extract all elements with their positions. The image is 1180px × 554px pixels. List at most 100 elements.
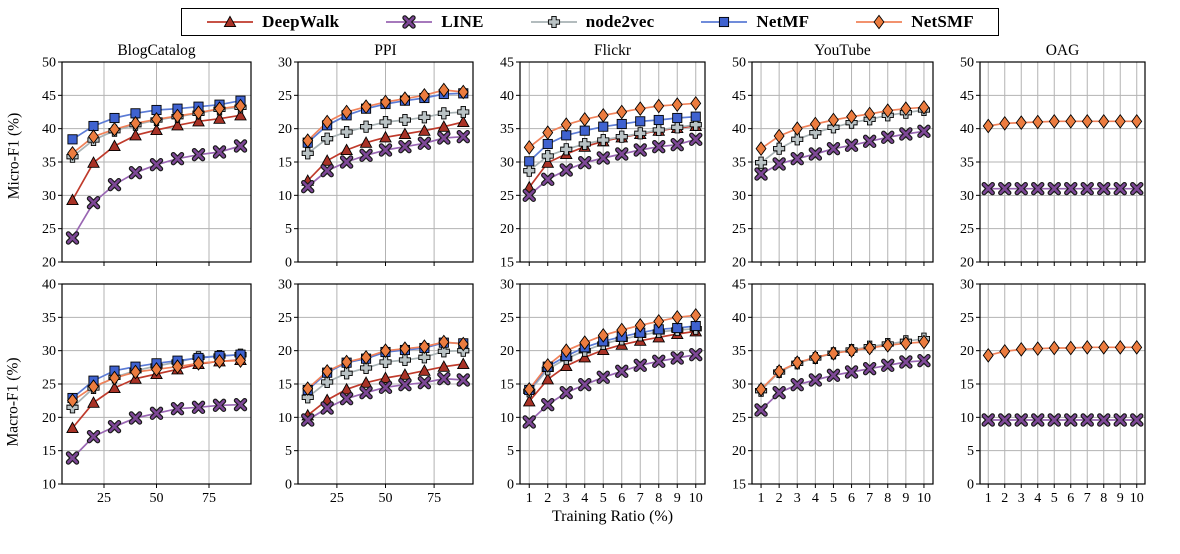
legend-label: NetMF [756, 12, 810, 31]
svg-text:0: 0 [285, 256, 292, 271]
svg-text:15: 15 [42, 444, 56, 459]
svg-text:25: 25 [960, 311, 974, 326]
svg-text:8: 8 [1100, 491, 1107, 506]
svg-text:30: 30 [960, 189, 974, 204]
panel-title: PPI [374, 42, 396, 59]
y-axis-title: Macro-F1 (%) [5, 357, 23, 447]
node2vec-marker-icon [530, 15, 577, 29]
svg-text:15: 15 [500, 256, 514, 271]
svg-text:40: 40 [42, 122, 56, 137]
svg-text:10: 10 [278, 411, 292, 426]
legend-item-line: LINE [385, 12, 483, 32]
svg-text:15: 15 [278, 378, 292, 393]
svg-text:30: 30 [500, 278, 514, 293]
svg-text:45: 45 [960, 89, 974, 104]
svg-text:25: 25 [278, 311, 292, 326]
svg-text:9: 9 [902, 491, 909, 506]
svg-text:30: 30 [500, 156, 514, 171]
charts-grid: Micro-F1 (%) 20 25 30 35 40 45 50 BlogCatalog 0 5 1… [0, 42, 1180, 528]
svg-text:25: 25 [42, 222, 56, 237]
svg-text:4: 4 [812, 491, 819, 506]
panel-title: BlogCatalog [117, 42, 196, 59]
panel-ppi-micro: 0 5 10 15 20 25 30 PPI [278, 42, 474, 271]
netsmf-marker-icon [856, 14, 903, 30]
svg-text:1: 1 [526, 491, 533, 506]
svg-text:75: 75 [427, 491, 441, 506]
svg-text:15: 15 [500, 378, 514, 393]
svg-text:20: 20 [732, 444, 746, 459]
svg-text:5: 5 [830, 491, 837, 506]
svg-text:1: 1 [985, 491, 992, 506]
svg-text:10: 10 [689, 491, 703, 506]
svg-text:45: 45 [732, 278, 746, 293]
svg-text:50: 50 [379, 491, 393, 506]
svg-text:30: 30 [732, 378, 746, 393]
svg-text:20: 20 [500, 344, 514, 359]
svg-text:20: 20 [732, 256, 746, 271]
svg-text:30: 30 [960, 278, 974, 293]
svg-text:20: 20 [42, 256, 56, 271]
svg-text:15: 15 [732, 478, 746, 493]
svg-text:5: 5 [1051, 491, 1058, 506]
svg-text:25: 25 [330, 491, 344, 506]
svg-text:40: 40 [42, 278, 56, 293]
svg-text:25: 25 [960, 222, 974, 237]
svg-text:30: 30 [278, 56, 292, 71]
svg-text:0: 0 [285, 478, 292, 493]
svg-text:45: 45 [732, 89, 746, 104]
svg-text:5: 5 [967, 444, 974, 459]
svg-text:0: 0 [507, 478, 514, 493]
svg-text:75: 75 [202, 491, 216, 506]
svg-text:10: 10 [960, 411, 974, 426]
svg-text:20: 20 [42, 411, 56, 426]
y-axis-title: Micro-F1 (%) [5, 112, 22, 200]
svg-text:50: 50 [960, 56, 974, 71]
svg-text:5: 5 [600, 491, 607, 506]
svg-text:5: 5 [285, 444, 292, 459]
legend-item-netmf: NetMF [700, 12, 809, 32]
svg-text:3: 3 [794, 491, 801, 506]
legend-label: NetSMF [911, 12, 974, 31]
svg-text:20: 20 [500, 222, 514, 237]
svg-text:10: 10 [278, 189, 292, 204]
svg-text:40: 40 [960, 122, 974, 137]
svg-text:25: 25 [97, 491, 111, 506]
svg-text:25: 25 [42, 378, 56, 393]
svg-text:10: 10 [42, 478, 56, 493]
svg-text:3: 3 [563, 491, 570, 506]
panel-oag-micro: 20 25 30 35 40 45 50 OAG [960, 42, 1146, 270]
svg-text:8: 8 [884, 491, 891, 506]
svg-text:9: 9 [1117, 491, 1124, 506]
svg-text:6: 6 [848, 491, 855, 506]
line-marker-icon [386, 15, 433, 29]
svg-text:35: 35 [42, 156, 56, 171]
svg-text:10: 10 [500, 411, 514, 426]
svg-text:25: 25 [500, 311, 514, 326]
svg-text:30: 30 [42, 344, 56, 359]
chart-row-macro: Macro-F1 (%) 10 15 20 25 30 35 40 25 50 75 0 5 10 15 20… [0, 276, 1180, 528]
svg-text:5: 5 [507, 444, 514, 459]
svg-text:35: 35 [42, 311, 56, 326]
legend-item-deepwalk: DeepWalk [206, 12, 339, 32]
svg-text:20: 20 [278, 344, 292, 359]
svg-text:40: 40 [500, 89, 514, 104]
svg-text:10: 10 [917, 491, 931, 506]
svg-text:2: 2 [776, 491, 783, 506]
svg-text:25: 25 [732, 411, 746, 426]
panel-blogcatalog-macro: 10 15 20 25 30 35 40 25 50 75 [42, 278, 252, 506]
legend-label: node2vec [585, 12, 655, 31]
svg-text:0: 0 [967, 478, 974, 493]
panel-blogcatalog-micro: 20 25 30 35 40 45 50 BlogCatalog [42, 42, 252, 271]
legend-item-node2vec: node2vec [530, 12, 655, 32]
svg-text:5: 5 [285, 222, 292, 237]
svg-text:7: 7 [1084, 491, 1091, 506]
svg-text:25: 25 [278, 89, 292, 104]
svg-text:9: 9 [674, 491, 681, 506]
svg-text:45: 45 [42, 89, 56, 104]
svg-text:25: 25 [732, 222, 746, 237]
svg-text:10: 10 [1130, 491, 1144, 506]
